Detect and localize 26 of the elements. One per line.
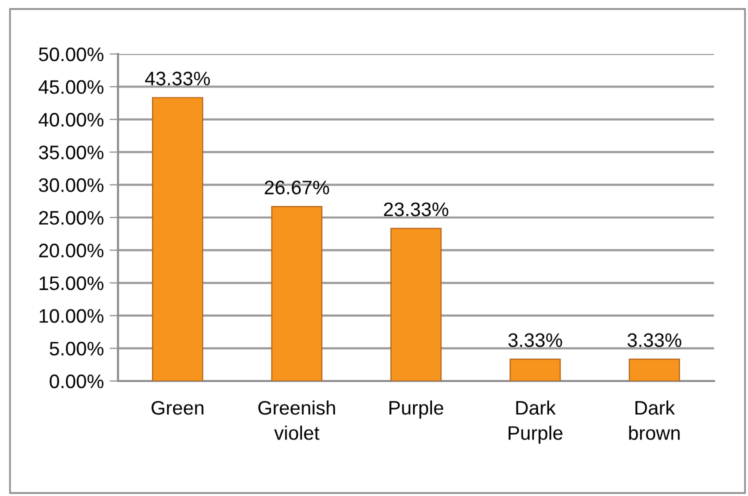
x-tick-label: Greenish violet (258, 400, 335, 440)
y-tick-label: 30.00% (38, 178, 104, 192)
y-tick-label: 40.00% (38, 112, 104, 127)
y-tick-label: 5.00% (50, 342, 104, 356)
bar (152, 97, 204, 381)
y-tick-label: 35.00% (38, 146, 104, 160)
y-tick-label: 0.00% (50, 374, 104, 388)
x-tick-label: Green (152, 400, 204, 415)
x-tick-label: Purple (389, 400, 444, 419)
y-tick-label: 15.00% (40, 276, 104, 290)
y-tick-label: 50.00% (38, 47, 104, 62)
y-tick-label: 10.00% (40, 309, 104, 323)
y-tick-label: 25.00% (39, 210, 104, 225)
bar (271, 206, 322, 381)
data-label: 3.33% (628, 333, 682, 348)
data-label: 26.67% (264, 180, 330, 194)
y-tick-label: 20.00% (39, 244, 104, 258)
data-label: 43.33% (145, 72, 210, 86)
bar (390, 228, 442, 381)
data-label: 23.33% (384, 202, 448, 216)
x-tick-label: Dark Purple (508, 400, 562, 444)
y-tick-label: 45.00% (38, 80, 104, 94)
bar (510, 358, 561, 381)
x-tick-label: Dark brown (629, 400, 680, 440)
bar (628, 358, 680, 381)
data-label: 3.33% (508, 333, 562, 348)
